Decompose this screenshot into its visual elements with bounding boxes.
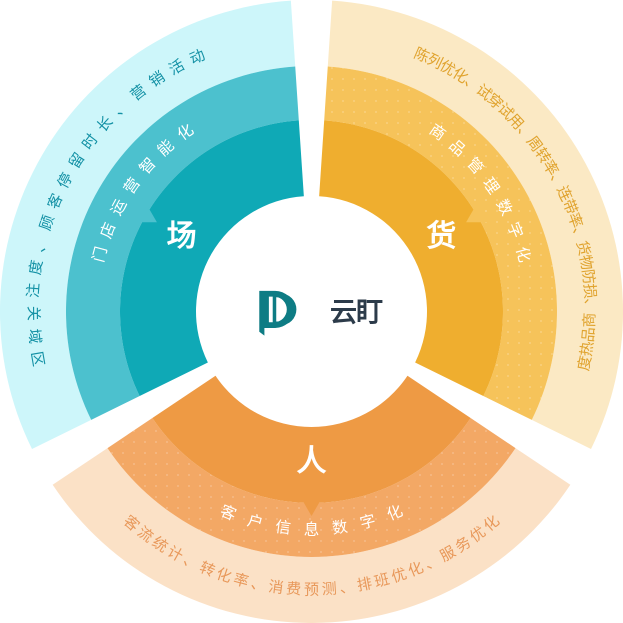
svg-text:品: 品	[580, 326, 598, 342]
svg-text:费: 费	[286, 580, 302, 598]
svg-text:度: 度	[575, 354, 594, 372]
svg-text:关: 关	[24, 306, 41, 321]
svg-text:商: 商	[581, 312, 598, 328]
svg-text:损: 损	[580, 283, 598, 299]
svg-text:云盯: 云盯	[330, 298, 383, 328]
svg-text:消: 消	[267, 578, 284, 597]
svg-text:息: 息	[304, 521, 320, 539]
svg-text:注: 注	[25, 282, 43, 298]
svg-text:信: 信	[274, 518, 292, 538]
svg-text:区: 区	[27, 350, 46, 368]
svg-text:度: 度	[27, 259, 46, 277]
svg-text:人: 人	[297, 445, 327, 478]
svg-text:数: 数	[331, 518, 349, 538]
svg-text:排: 排	[356, 575, 374, 595]
svg-text:货: 货	[426, 219, 456, 253]
svg-text:、: 、	[339, 578, 356, 597]
svg-text:、: 、	[581, 298, 598, 313]
svg-text:、: 、	[249, 575, 267, 595]
svg-text:预: 预	[304, 582, 319, 599]
svg-text:场: 场	[167, 220, 197, 253]
svg-text:域: 域	[25, 328, 43, 344]
svg-text:测: 测	[321, 580, 337, 598]
